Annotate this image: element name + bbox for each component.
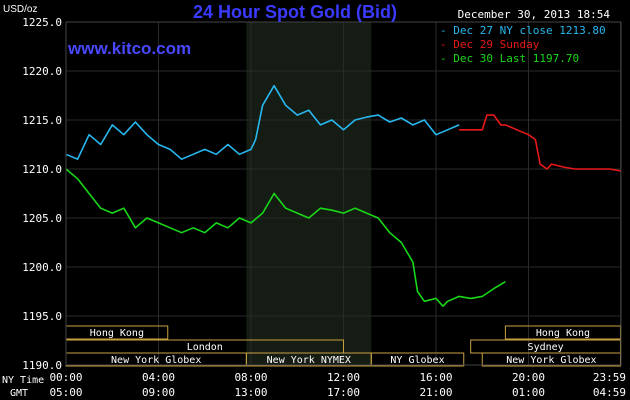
x-tick-label-gmt: 21:00 (419, 386, 452, 399)
ny-time-row-label: NY Time (2, 375, 44, 386)
y-tick-label: 1220.0 (22, 65, 62, 78)
x-tick-label-gmt: 13:00 (234, 386, 267, 399)
legend: - Dec 27 NY close 1213.80- Dec 29 Sunday… (440, 24, 606, 65)
chart-title: 24 Hour Spot Gold (Bid) (193, 2, 397, 22)
y-tick-label: 1210.0 (22, 163, 62, 176)
y-axis-labels: 1225.0 1220.0 1215.0 1210.0 1205.0 1200.0 1195… (22, 16, 62, 372)
x-tick-label-gmt: 05:00 (49, 386, 82, 399)
plot-frame (65, 21, 622, 366)
x-tick-label-ny: 04:00 (142, 371, 175, 384)
x-tick-label-ny: 12:00 (327, 371, 360, 384)
x-tick-label-gmt: 01:00 (512, 386, 545, 399)
trading-sessions: Hong Kong Hong Kong London Sydney New York G… (65, 325, 622, 367)
y-tick-label: 1200.0 (22, 261, 62, 274)
timestamp: December 30, 2013 18:54 (458, 8, 611, 21)
x-tick-label-ny: 00:00 (49, 371, 82, 384)
x-tick-label-ny: 20:00 (512, 371, 545, 384)
y-tick-label: 1190.0 (22, 359, 62, 372)
price-series (65, 84, 622, 308)
legend-entry: - Dec 27 NY close 1213.80 (440, 24, 606, 37)
session-label: New York Globex (506, 355, 596, 366)
session-box (370, 352, 465, 367)
legend-entry: - Dec 30 Last 1197.70 (440, 52, 579, 65)
legend-entry: - Dec 29 Sunday (440, 38, 540, 51)
session-label: Hong Kong (536, 328, 590, 339)
series-line-1 (459, 114, 622, 172)
y-tick-label: 1215.0 (22, 114, 62, 127)
session-label: NY Globex (390, 355, 444, 366)
series-line-0 (65, 84, 460, 160)
overnight-band (246, 22, 372, 365)
series-line-2 (65, 168, 506, 308)
session-label: New York Globex (111, 355, 201, 366)
session-label: New York NYMEX (267, 355, 351, 366)
x-tick-label-ny: 16:00 (419, 371, 452, 384)
x-tick-label-gmt: 09:00 (142, 386, 175, 399)
y-tick-label: 1205.0 (22, 212, 62, 225)
x-axis-labels: NY Time GMT 00:00 05:00 04:00 09:00 08:00 13:00… (2, 371, 626, 399)
unit-label: USD/oz (3, 4, 37, 15)
session-label: London (187, 342, 223, 353)
y-tick-label: 1225.0 (22, 16, 62, 29)
session-label: Sydney (528, 342, 564, 353)
x-tick-label-gmt: 04:59 (593, 386, 626, 399)
session-label: Hong Kong (90, 328, 144, 339)
x-tick-label-gmt: 17:00 (327, 386, 360, 399)
x-tick-label-ny: 08:00 (234, 371, 267, 384)
y-tick-label: 1195.0 (22, 310, 62, 323)
site-link[interactable]: www.kitco.com (67, 39, 191, 58)
gmt-row-label: GMT (10, 388, 28, 399)
x-tick-label-ny: 23:59 (593, 371, 626, 384)
